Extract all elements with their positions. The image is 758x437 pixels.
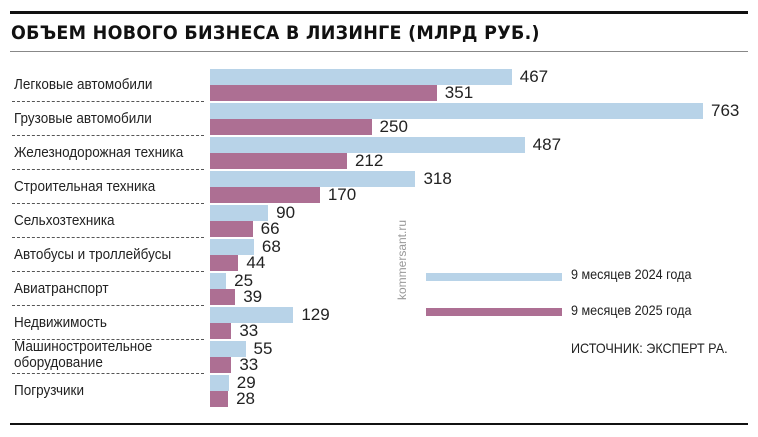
value-label: 29 (236, 373, 256, 392)
source-note: ИСТОЧНИК: ЭКСПЕРТ РА. (571, 340, 728, 356)
bar-2025 (210, 221, 253, 237)
watermark: kommersant.ru (395, 219, 409, 300)
bar-2024 (210, 375, 229, 391)
bar-2024 (210, 103, 703, 119)
row-separator (12, 237, 204, 238)
legend-swatch-2024 (426, 273, 562, 281)
value-label: 487 (532, 135, 562, 154)
bar-2024 (210, 69, 512, 85)
value-label: 33 (239, 355, 259, 374)
value-label: 318 (423, 169, 452, 188)
value-label: 28 (236, 389, 255, 408)
bar-2025 (210, 187, 320, 203)
value-label: 763 (711, 101, 740, 120)
value-label: 351 (444, 83, 474, 102)
bar-2024 (210, 273, 227, 289)
bar-2025 (210, 255, 239, 271)
value-label: 90 (276, 203, 296, 222)
bar-2025 (210, 119, 372, 135)
row-separator (12, 271, 204, 272)
bar-2025 (210, 153, 347, 169)
value-label: 212 (354, 151, 384, 170)
category-label: Авиатранспорт (14, 280, 109, 297)
title-rule (10, 51, 748, 52)
category-label: Машиностроительное оборудование (14, 338, 153, 371)
value-label: 68 (261, 237, 281, 256)
legend-label-2024: 9 месяцев 2024 года (571, 266, 692, 282)
bottom-rule (10, 423, 748, 425)
bar-2025 (210, 85, 437, 101)
bar-2025 (210, 323, 232, 339)
category-label: Погрузчики (14, 382, 85, 399)
bar-2024 (210, 171, 416, 187)
category-label: Легковые автомобили (14, 76, 153, 93)
value-label: 66 (260, 219, 280, 238)
value-label: 25 (234, 271, 254, 290)
value-label: 39 (243, 287, 263, 306)
category-label: Сельхозтехника (14, 212, 115, 229)
category-label: Автобусы и троллейбусы (14, 246, 172, 263)
row-separator (12, 169, 204, 170)
value-label: 55 (253, 339, 273, 358)
bar-2025 (210, 391, 229, 407)
value-label: 467 (519, 67, 549, 86)
row-separator (12, 305, 204, 306)
bar-2024 (210, 307, 294, 323)
bar-2024 (210, 205, 269, 221)
legend-swatch-2025 (426, 308, 562, 316)
value-label: 129 (301, 305, 330, 324)
row-separator (12, 203, 204, 204)
row-separator (12, 135, 204, 136)
top-rule (10, 11, 748, 14)
bar-2025 (210, 289, 236, 305)
bar-2025 (210, 357, 232, 373)
legend-label-2025: 9 месяцев 2025 года (571, 302, 692, 318)
category-label: Грузовые автомобили (14, 110, 152, 127)
row-separator (12, 101, 204, 102)
category-label: Железнодорожная техника (14, 144, 184, 161)
value-label: 170 (327, 185, 357, 204)
category-label: Недвижимость (14, 314, 107, 331)
row-separator (12, 339, 204, 340)
bar-2024 (210, 137, 525, 153)
value-label: 33 (239, 321, 259, 340)
bar-2024 (210, 341, 246, 357)
chart-title: ОБЪЕМ НОВОГО БИЗНЕСА В ЛИЗИНГЕ (МЛРД РУБ… (11, 22, 540, 44)
value-label: 250 (379, 117, 408, 136)
row-separator (12, 373, 204, 374)
bar-2024 (210, 239, 254, 255)
category-label: Строительная техника (14, 178, 156, 195)
value-label: 44 (246, 253, 266, 272)
